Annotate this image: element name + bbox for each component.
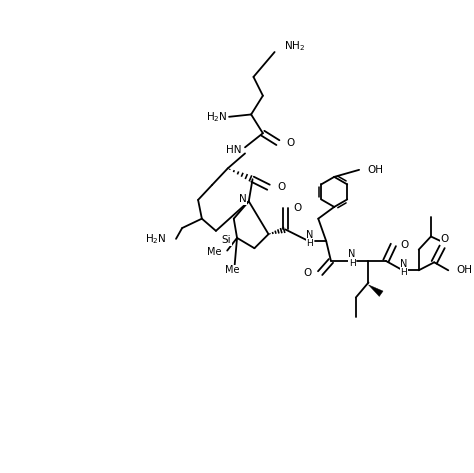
- Text: OH: OH: [367, 165, 383, 175]
- Text: Si: Si: [222, 235, 231, 245]
- Text: O: O: [440, 234, 449, 245]
- Text: O: O: [277, 182, 285, 192]
- Text: NH$_2$: NH$_2$: [284, 39, 305, 53]
- Text: H$_2$N: H$_2$N: [206, 110, 228, 124]
- Text: Me: Me: [207, 247, 221, 257]
- Text: OH: OH: [457, 265, 473, 275]
- Text: O: O: [303, 268, 312, 278]
- Text: HN: HN: [226, 145, 242, 155]
- Text: O: O: [294, 203, 302, 213]
- Text: O: O: [286, 138, 294, 148]
- Text: Me: Me: [225, 265, 239, 275]
- Text: H: H: [306, 239, 313, 248]
- Text: N: N: [239, 194, 246, 204]
- Text: O: O: [400, 240, 408, 250]
- Text: H: H: [349, 259, 356, 268]
- Text: N: N: [348, 249, 356, 259]
- Polygon shape: [368, 285, 383, 297]
- Text: H$_2$N: H$_2$N: [145, 232, 167, 246]
- Text: N: N: [400, 259, 407, 269]
- Text: N: N: [306, 229, 313, 240]
- Text: H: H: [401, 268, 407, 277]
